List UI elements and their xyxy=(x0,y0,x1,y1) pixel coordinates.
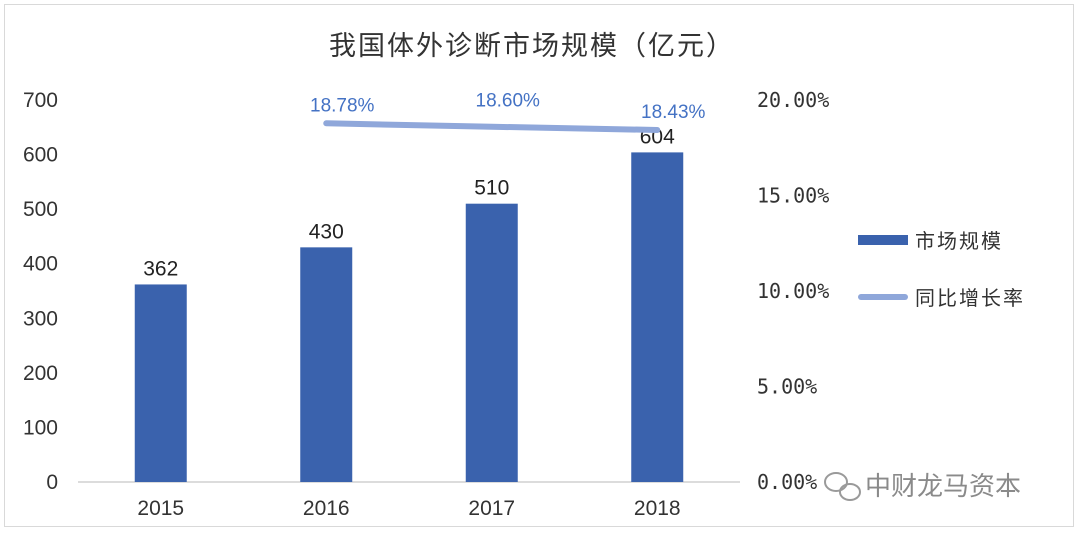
bar xyxy=(465,203,518,482)
line-point xyxy=(489,124,495,130)
chart-title: 我国体外诊断市场规模（亿元） xyxy=(329,31,735,62)
line-data-label: 18.43% xyxy=(641,102,706,123)
y-tick-label: 500 xyxy=(23,198,58,221)
bar-data-label: 362 xyxy=(143,257,178,280)
x-tick-label: 2018 xyxy=(634,497,681,520)
x-tick-label: 2015 xyxy=(137,497,184,520)
legend-swatch-line xyxy=(858,294,908,300)
line-data-label: 18.60% xyxy=(476,91,541,112)
y-tick-label: 400 xyxy=(23,253,58,276)
watermark: 中财龙马资本 xyxy=(824,472,1021,502)
y2-tick-label: 15.00% xyxy=(757,184,829,208)
bar-data-label: 510 xyxy=(474,177,509,200)
bar xyxy=(300,247,353,482)
y2-tick-label: 20.00% xyxy=(757,88,829,112)
x-tick-label: 2017 xyxy=(468,497,515,520)
legend: 市场规模 同比增长率 xyxy=(858,229,1025,310)
line-data-label: 18.78% xyxy=(310,95,375,116)
bar xyxy=(631,152,684,483)
legend-label-line: 同比增长率 xyxy=(915,286,1025,310)
y-tick-label: 200 xyxy=(23,362,58,385)
wechat-icon xyxy=(824,472,861,501)
bar-data-label: 430 xyxy=(309,220,344,243)
legend-swatch-bar xyxy=(858,235,908,245)
x-tick-label: 2016 xyxy=(303,497,350,520)
watermark-text: 中财龙马资本 xyxy=(865,472,1021,502)
line-point xyxy=(323,120,329,126)
line-point xyxy=(654,127,660,133)
y2-tick-label: 10.00% xyxy=(757,279,829,303)
y-tick-label: 0 xyxy=(46,471,58,494)
legend-label-bar: 市场规模 xyxy=(915,229,1003,253)
y-tick-label: 100 xyxy=(23,416,58,439)
y2-tick-label: 0.00% xyxy=(757,470,817,494)
y2-tick-label: 5.00% xyxy=(757,375,817,399)
y-tick-label: 700 xyxy=(23,89,58,112)
bar xyxy=(134,284,187,482)
y-tick-label: 300 xyxy=(23,307,58,330)
y-tick-label: 600 xyxy=(23,144,58,167)
